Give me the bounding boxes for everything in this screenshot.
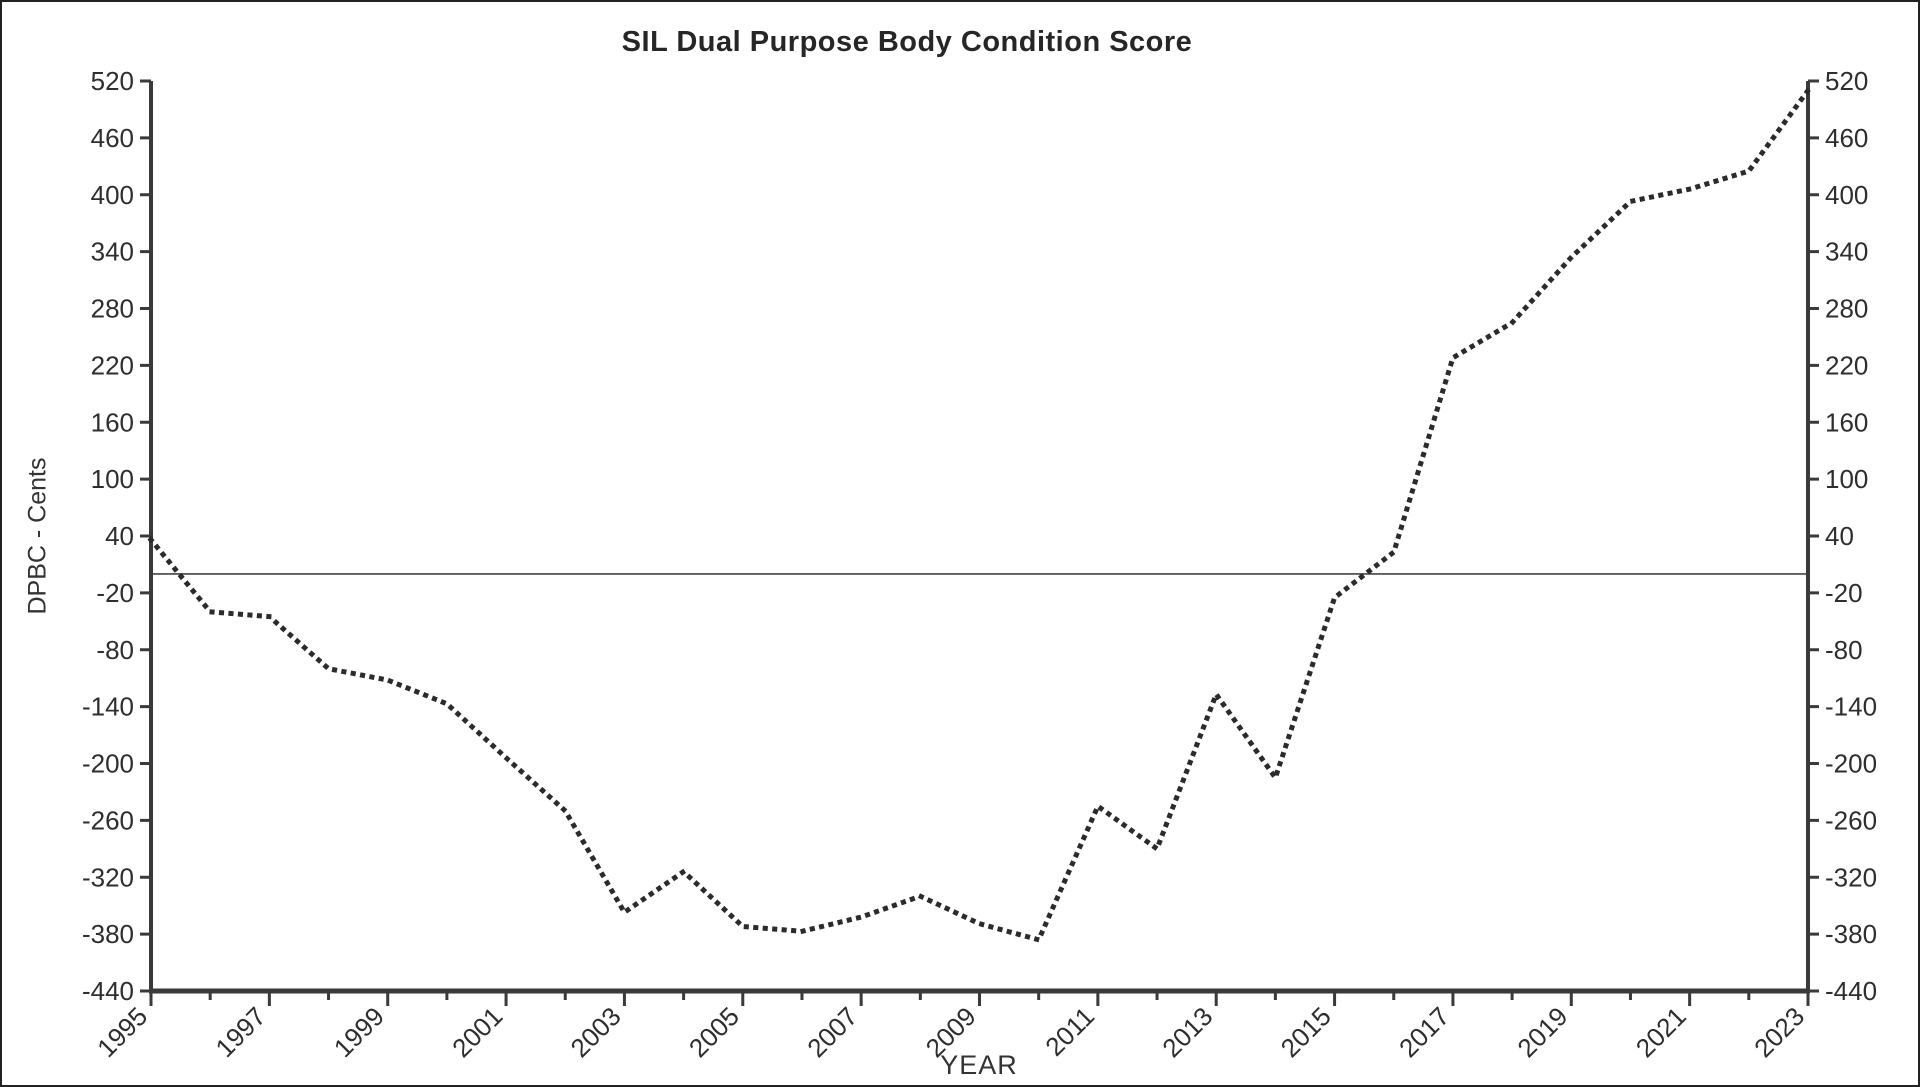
y-tick-label-left: -20 xyxy=(96,578,134,608)
x-tick-label: 2017 xyxy=(1393,1001,1455,1063)
y-tick-label-right: 100 xyxy=(1825,464,1868,494)
y-tick-label-right: -440 xyxy=(1825,976,1877,1006)
y-tick-label-left: 40 xyxy=(105,521,134,551)
y-tick-label-right: -260 xyxy=(1825,805,1877,835)
y-tick-label-left: 520 xyxy=(91,66,134,96)
y-tick-label-left: 340 xyxy=(91,237,134,267)
y-tick-label-right: 340 xyxy=(1825,237,1868,267)
y-tick-label-left: -80 xyxy=(96,635,134,665)
y-tick-label-right: 520 xyxy=(1825,66,1868,96)
y-tick-label-right: -20 xyxy=(1825,578,1863,608)
y-tick-label-right: -380 xyxy=(1825,919,1877,949)
y-tick-label-right: 40 xyxy=(1825,521,1854,551)
y-tick-label-right: -140 xyxy=(1825,692,1877,722)
x-tick-label: 2015 xyxy=(1275,1001,1337,1063)
x-tick-label: 2003 xyxy=(565,1001,627,1063)
x-tick-label: 1999 xyxy=(328,1001,390,1063)
x-tick-label: 2011 xyxy=(1039,1001,1100,1062)
y-tick-label-right: -200 xyxy=(1825,749,1877,779)
y-tick-label-left: 460 xyxy=(91,123,134,153)
y-tick-label-left: -140 xyxy=(82,692,134,722)
y-tick-label-right: 460 xyxy=(1825,123,1868,153)
y-tick-label-left: 100 xyxy=(91,464,134,494)
y-tick-label-left: -320 xyxy=(82,862,134,892)
x-axis-label: YEAR xyxy=(940,1050,1018,1080)
x-tick-label: 1995 xyxy=(91,1001,153,1063)
x-tick-label: 2007 xyxy=(801,1001,863,1063)
x-tick-label: 2013 xyxy=(1156,1001,1218,1063)
x-tick-label: 1997 xyxy=(209,1001,271,1063)
data-series-line xyxy=(147,87,1812,943)
y-tick-label-left: -440 xyxy=(82,976,134,1006)
x-tick-label: 2019 xyxy=(1511,1001,1573,1063)
y-tick-label-right: 400 xyxy=(1825,180,1868,210)
y-tick-label-left: -380 xyxy=(82,919,134,949)
y-tick-label-left: -200 xyxy=(82,749,134,779)
y-tick-label-left: 280 xyxy=(91,294,134,324)
y-tick-label-right: 220 xyxy=(1825,350,1868,380)
y-tick-label-right: -80 xyxy=(1825,635,1863,665)
y-tick-label-right: -320 xyxy=(1825,862,1877,892)
y-tick-label-right: 280 xyxy=(1825,294,1868,324)
x-tick-label: 2001 xyxy=(446,1001,508,1063)
x-tick-label: 2021 xyxy=(1630,1001,1692,1063)
y-tick-label-left: 160 xyxy=(91,407,134,437)
chart-title: SIL Dual Purpose Body Condition Score xyxy=(621,26,1193,58)
y-tick-label-right: 160 xyxy=(1825,407,1868,437)
y-axis-label: DPBC - Cents xyxy=(23,457,52,615)
y-tick-label-left: -260 xyxy=(82,805,134,835)
y-tick-label-left: 400 xyxy=(91,180,134,210)
y-tick-label-left: 220 xyxy=(91,350,134,380)
x-tick-label: 2023 xyxy=(1748,1001,1810,1063)
x-tick-label: 2005 xyxy=(683,1001,745,1063)
